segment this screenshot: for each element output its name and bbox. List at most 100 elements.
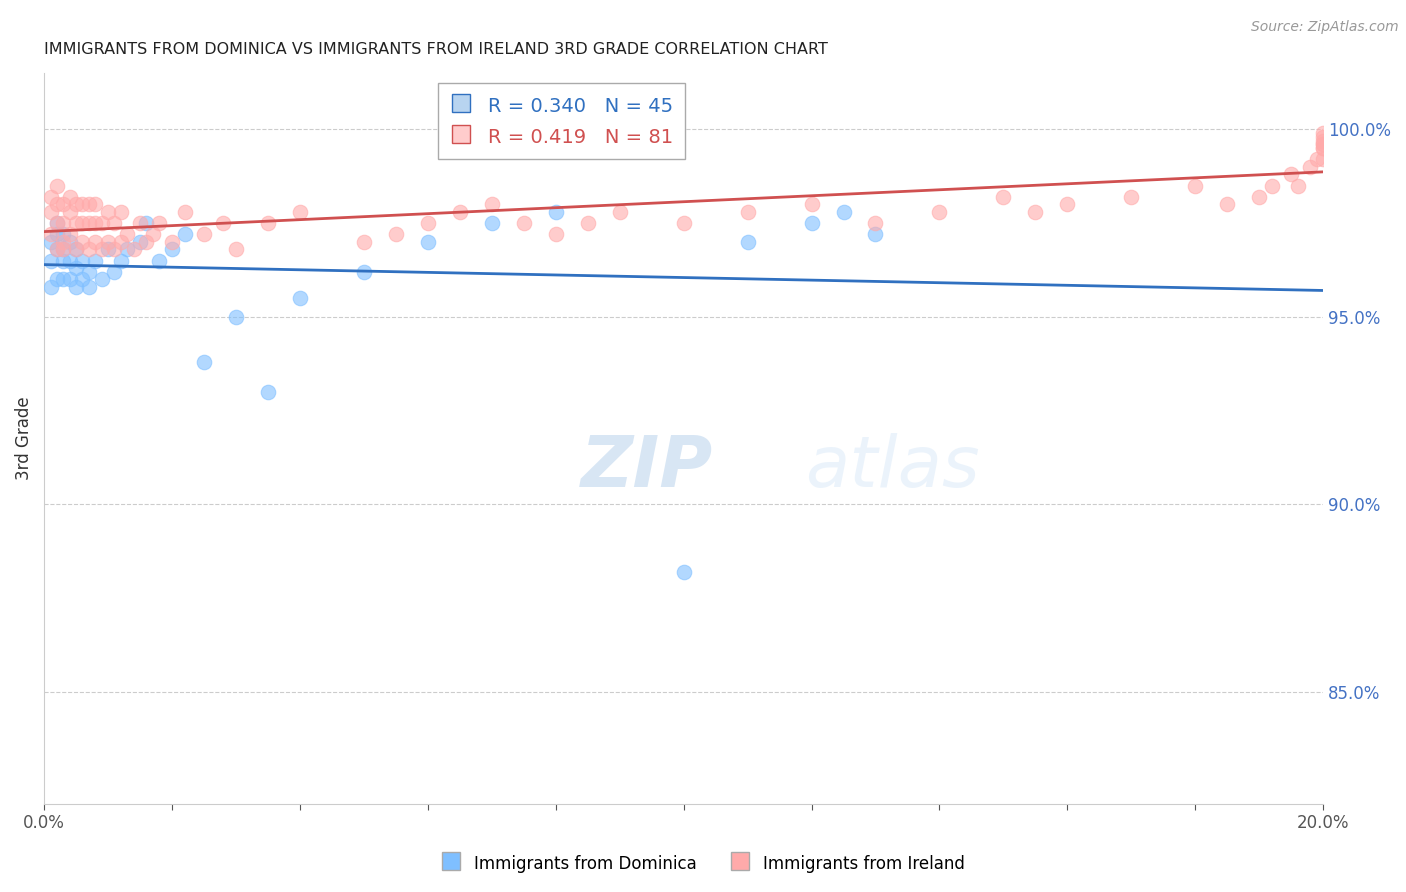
Point: [103, 216, 125, 230]
Point: [225, 243, 247, 257]
Point: [45, 178, 67, 193]
Point: [65, 197, 87, 211]
Point: [77, 265, 100, 279]
Point: [77, 216, 100, 230]
Point: [72, 253, 94, 268]
Point: [737, 235, 759, 249]
Point: [59, 235, 82, 249]
Point: [90, 216, 112, 230]
Point: [65, 243, 87, 257]
Point: [77, 243, 100, 257]
Point: [1216, 197, 1239, 211]
Point: [544, 205, 567, 219]
Text: IMMIGRANTS FROM DOMINICA VS IMMIGRANTS FROM IRELAND 3RD GRADE CORRELATION CHART: IMMIGRANTS FROM DOMINICA VS IMMIGRANTS F…: [44, 42, 828, 57]
Point: [59, 272, 82, 286]
Point: [576, 216, 599, 230]
Text: ZIP: ZIP: [581, 434, 714, 502]
Point: [1249, 190, 1271, 204]
Point: [1312, 137, 1334, 152]
Point: [1286, 178, 1309, 193]
Point: [97, 243, 120, 257]
Point: [1306, 153, 1329, 167]
Point: [160, 235, 183, 249]
Point: [257, 384, 280, 399]
Text: Source: ZipAtlas.com: Source: ZipAtlas.com: [1251, 20, 1399, 34]
Point: [173, 227, 195, 242]
Point: [45, 197, 67, 211]
Point: [1312, 134, 1334, 148]
Point: [148, 253, 170, 268]
Y-axis label: 3rd Grade: 3rd Grade: [15, 397, 32, 481]
Point: [117, 227, 139, 242]
Point: [288, 205, 311, 219]
Point: [142, 227, 165, 242]
Point: [45, 272, 67, 286]
Point: [122, 243, 145, 257]
Point: [865, 227, 887, 242]
Point: [148, 216, 170, 230]
Point: [129, 216, 152, 230]
Point: [45, 216, 67, 230]
Point: [110, 253, 132, 268]
Point: [110, 205, 132, 219]
Point: [865, 216, 887, 230]
Point: [173, 205, 195, 219]
Point: [672, 216, 695, 230]
Point: [45, 216, 67, 230]
Point: [928, 205, 950, 219]
Point: [1184, 178, 1206, 193]
Point: [1299, 160, 1322, 174]
Point: [129, 235, 152, 249]
Point: [1312, 137, 1334, 152]
Point: [416, 216, 439, 230]
Point: [65, 216, 87, 230]
Point: [97, 205, 120, 219]
Point: [800, 216, 823, 230]
Point: [135, 216, 157, 230]
Point: [353, 235, 375, 249]
Point: [52, 227, 75, 242]
Point: [1121, 190, 1143, 204]
Point: [72, 216, 94, 230]
Point: [65, 280, 87, 294]
Point: [481, 216, 503, 230]
Point: [90, 272, 112, 286]
Point: [212, 216, 235, 230]
Point: [59, 227, 82, 242]
Legend: Immigrants from Dominica, Immigrants from Ireland: Immigrants from Dominica, Immigrants fro…: [434, 847, 972, 880]
Point: [52, 272, 75, 286]
Point: [1312, 141, 1334, 155]
Point: [39, 227, 62, 242]
Point: [84, 216, 107, 230]
Point: [193, 355, 215, 369]
Point: [449, 205, 471, 219]
Point: [225, 310, 247, 324]
Point: [1056, 197, 1078, 211]
Point: [72, 235, 94, 249]
Point: [52, 216, 75, 230]
Point: [77, 197, 100, 211]
Point: [481, 197, 503, 211]
Point: [1312, 141, 1334, 155]
Point: [1312, 153, 1334, 167]
Point: [84, 235, 107, 249]
Point: [993, 190, 1015, 204]
Point: [39, 235, 62, 249]
Point: [1279, 168, 1302, 182]
Point: [59, 205, 82, 219]
Point: [117, 243, 139, 257]
Point: [832, 205, 855, 219]
Legend: R = 0.340   N = 45, R = 0.419   N = 81: R = 0.340 N = 45, R = 0.419 N = 81: [437, 83, 685, 159]
Point: [103, 243, 125, 257]
Point: [672, 565, 695, 579]
Point: [45, 227, 67, 242]
Point: [1261, 178, 1284, 193]
Point: [193, 227, 215, 242]
Point: [97, 235, 120, 249]
Point: [513, 216, 536, 230]
Point: [160, 243, 183, 257]
Point: [45, 243, 67, 257]
Point: [353, 265, 375, 279]
Point: [39, 205, 62, 219]
Point: [1024, 205, 1046, 219]
